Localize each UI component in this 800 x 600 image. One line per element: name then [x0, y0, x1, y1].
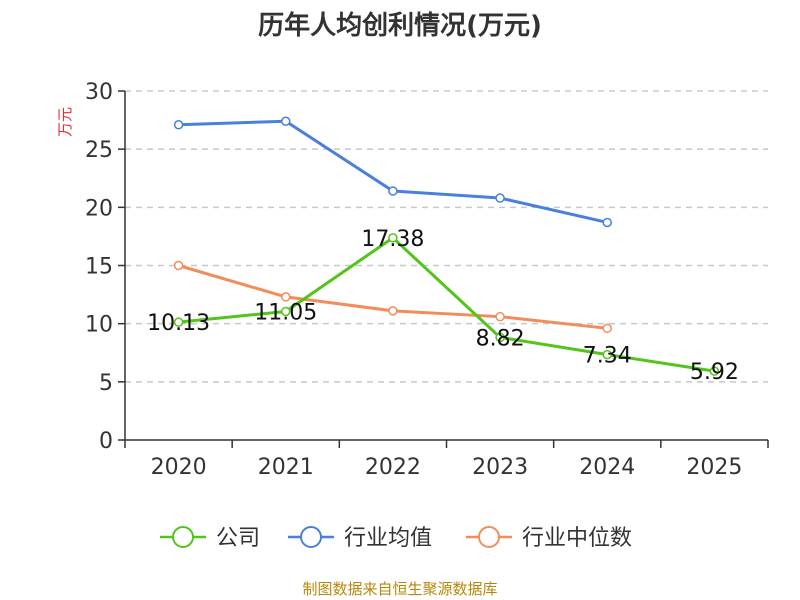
- legend-marker-0: [172, 526, 194, 548]
- y-tick-label-0: 0: [99, 429, 113, 454]
- chart-title: 历年人均创利情况(万元): [258, 10, 542, 41]
- series-1-point-2021[interactable]: [281, 116, 291, 126]
- data-label-2023: 8.82: [476, 326, 525, 351]
- x-tick-label-2025: 2025: [686, 455, 742, 480]
- series-1-point-2022[interactable]: [388, 186, 398, 196]
- data-labels: 10.13 11.05 17.38 8.82 7.34 5.92: [147, 227, 739, 385]
- x-tick-label-2021: 2021: [258, 455, 314, 480]
- series-2-point-2023[interactable]: [495, 311, 505, 322]
- legend[interactable]: 公司 行业均值 行业中位数: [160, 526, 632, 551]
- grid-lines: [125, 90, 768, 383]
- data-label-2025: 5.92: [690, 360, 739, 385]
- legend-label-1: 行业均值: [344, 526, 432, 551]
- legend-label-2: 行业中位数: [522, 526, 632, 551]
- legend-item-2[interactable]: 行业中位数: [466, 526, 632, 551]
- legend-marker-1: [300, 526, 322, 548]
- series-2-point-2024[interactable]: [602, 323, 612, 334]
- y-tick-label-25: 25: [85, 138, 113, 163]
- source-note: 制图数据来自恒生聚源数据库: [302, 580, 497, 598]
- x-tick-label-2020: 2020: [151, 455, 207, 480]
- legend-label-0: 公司: [216, 526, 260, 551]
- series-line-2: [178, 264, 608, 330]
- series-2-point-2020[interactable]: [173, 260, 184, 271]
- series-layer: [173, 116, 720, 376]
- series-0-point-2022[interactable]: [388, 233, 398, 243]
- legend-item-0[interactable]: 公司: [160, 526, 260, 551]
- series-1-point-2020[interactable]: [173, 119, 184, 130]
- series-2-point-2022[interactable]: [388, 306, 398, 316]
- y-tick-label-20: 20: [85, 196, 113, 221]
- series-2-point-2021[interactable]: [281, 292, 291, 302]
- series-0: [173, 233, 720, 376]
- series-2: [173, 260, 612, 334]
- x-axis-ticks: 2020 2021 2022 2023 2024 2025: [124, 440, 769, 480]
- series-0-point-2025[interactable]: [709, 366, 720, 376]
- y-axis-unit-label: 万元: [56, 107, 74, 137]
- legend-marker-2: [478, 526, 500, 548]
- series-1: [173, 116, 612, 228]
- y-tick-label-30: 30: [85, 80, 113, 105]
- series-0-point-2024[interactable]: [602, 349, 612, 360]
- data-label-2021: 11.05: [254, 300, 317, 325]
- series-0-point-2020[interactable]: [173, 317, 184, 327]
- data-label-2022: 17.38: [361, 227, 424, 252]
- y-tick-label-10: 10: [85, 313, 113, 338]
- data-label-2024: 7.34: [583, 344, 632, 369]
- series-1-point-2023[interactable]: [495, 193, 505, 203]
- y-tick-label-15: 15: [85, 255, 113, 280]
- series-0-point-2021[interactable]: [281, 306, 291, 317]
- data-label-2020: 10.13: [147, 311, 210, 336]
- y-axis-ticks: 0 5 10 15 20 25 30: [85, 80, 125, 454]
- x-tick-label-2023: 2023: [472, 455, 528, 480]
- series-0-point-2023[interactable]: [495, 332, 505, 343]
- series-line-0: [178, 236, 715, 373]
- x-tick-label-2024: 2024: [579, 455, 635, 480]
- x-tick-label-2022: 2022: [365, 455, 421, 480]
- legend-item-1[interactable]: 行业均值: [288, 526, 432, 551]
- y-tick-label-5: 5: [99, 371, 113, 396]
- series-1-point-2024[interactable]: [602, 217, 612, 228]
